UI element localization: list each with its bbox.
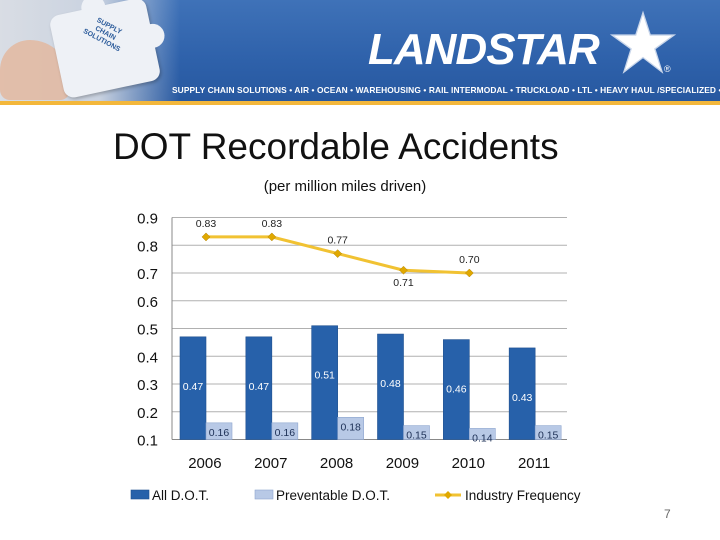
y-tick-label: 0.2: [137, 405, 158, 422]
bar: [311, 325, 338, 440]
header-banner: SUPPLY CHAIN SOLUTIONS LANDSTAR ® SUPPLY…: [0, 0, 720, 104]
y-tick-label: 0.7: [137, 266, 158, 283]
bar: [337, 416, 364, 440]
y-tick-label: 0.3: [137, 377, 158, 394]
x-tick-label: 2007: [254, 455, 287, 472]
bar-data-label: 0.14: [472, 432, 493, 444]
bar: [469, 428, 496, 440]
bar-data-label: 0.15: [538, 430, 559, 442]
legend-swatch: [130, 489, 150, 500]
legend-label: Industry Frequency: [465, 488, 581, 503]
x-tick-label: 2009: [386, 455, 419, 472]
y-tick-label: 0.5: [137, 322, 158, 339]
services-line: SUPPLY CHAIN SOLUTIONS • AIR • OCEAN • W…: [172, 85, 720, 95]
bar-data-label: 0.47: [183, 381, 204, 393]
legend-label: Preventable D.O.T.: [276, 488, 390, 503]
bar: [443, 339, 470, 440]
bar: [403, 425, 430, 440]
y-tick-label: 0.6: [137, 294, 158, 311]
line-point: [399, 265, 408, 275]
x-tick-label: 2011: [518, 455, 550, 472]
bar-data-label: 0.43: [512, 392, 533, 404]
legend-marker: [444, 491, 452, 499]
bar: [377, 333, 404, 440]
bar-data-label: 0.48: [380, 378, 401, 390]
bar-data-label: 0.46: [446, 384, 467, 396]
bar: [508, 347, 536, 440]
registered-mark: ®: [664, 64, 671, 74]
slide-subtitle: (per million miles driven): [263, 178, 427, 195]
bar-data-label: 0.18: [340, 421, 361, 433]
bar: [245, 336, 273, 440]
bar-data-label: 0.51: [314, 370, 335, 382]
bar-data-label: 0.47: [249, 381, 270, 393]
y-tick-label: 0.1: [137, 433, 158, 450]
line-data-label: 0.83: [262, 218, 283, 230]
x-tick-label: 2008: [320, 455, 353, 472]
line-data-label: 0.83: [196, 218, 217, 230]
x-tick-label: 2010: [452, 455, 485, 472]
bar: [534, 425, 562, 440]
bar-data-label: 0.15: [406, 430, 427, 442]
y-tick-label: 0.8: [137, 238, 158, 255]
bar-data-label: 0.16: [209, 427, 230, 439]
line-point: [333, 249, 343, 258]
star-icon: [610, 10, 676, 74]
slide-title: DOT Recordable Accidents: [113, 126, 559, 167]
accidents-chart: 0.1 0.2 0.3 0.4 0.5 0.6 0.7 0.8 0.9 0.47 0.47 0.51 0…: [130, 211, 581, 503]
y-tick-label: 0.4: [137, 349, 158, 366]
line-point: [267, 232, 277, 242]
legend-swatch: [254, 489, 274, 500]
bar-data-label: 0.16: [275, 427, 296, 439]
line-data-label: 0.77: [327, 235, 348, 247]
x-tick-label: 2006: [188, 455, 221, 472]
line-data-label: 0.70: [459, 254, 480, 266]
bar: [205, 422, 233, 440]
page-number: 7: [664, 507, 671, 521]
legend-label: All D.O.T.: [152, 488, 209, 503]
line-point: [201, 232, 211, 242]
line-point: [464, 268, 474, 278]
company-logo: LANDSTAR: [368, 25, 600, 74]
y-tick-label: 0.9: [137, 211, 158, 228]
bar: [179, 336, 207, 440]
bar: [271, 422, 299, 440]
line-data-label: 0.71: [393, 277, 414, 289]
header-stripe: [0, 101, 720, 105]
